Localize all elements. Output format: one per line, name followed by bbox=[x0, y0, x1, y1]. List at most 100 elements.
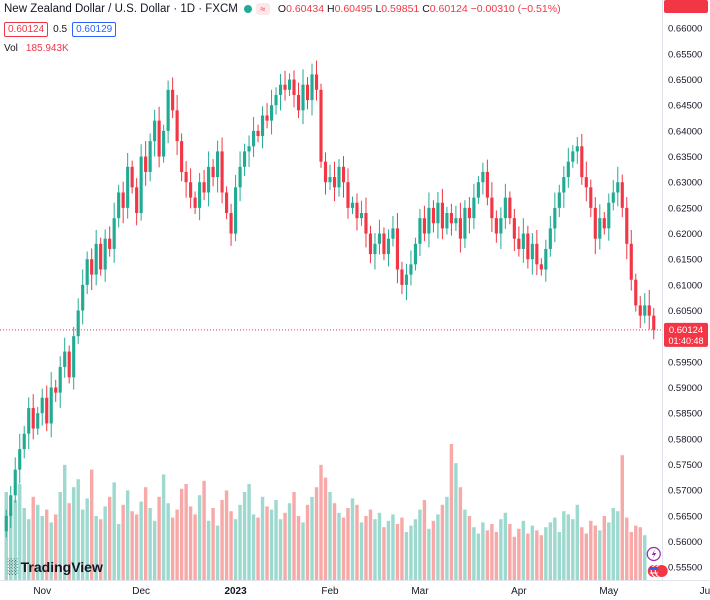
time-tick-label: May bbox=[599, 586, 618, 597]
time-axis[interactable]: Nov Dec 2023 Feb Mar Apr May Jun bbox=[0, 580, 710, 598]
alert-icon[interactable]: ≈ bbox=[255, 3, 270, 15]
sell-price-button[interactable]: 0.60124 bbox=[4, 22, 49, 37]
candle-body bbox=[602, 218, 606, 229]
candle-body bbox=[260, 115, 265, 137]
price-axis[interactable]: 0.55500 0.56000 0.56500 0.57000 0.57500 0.580… bbox=[662, 0, 703, 580]
candle-body bbox=[526, 233, 530, 260]
candle-body bbox=[530, 243, 534, 260]
volume-bar bbox=[112, 482, 116, 580]
candle-body bbox=[193, 197, 197, 208]
volume-bar bbox=[224, 490, 229, 580]
candle-body bbox=[413, 243, 418, 265]
ohlc-values: O0.60434 H0.60495 L0.59851 C0.60124 −0.0… bbox=[277, 3, 561, 15]
candle-body bbox=[512, 218, 516, 239]
volume-bar bbox=[422, 500, 427, 580]
volume-bar bbox=[449, 444, 454, 580]
volume-bar bbox=[9, 512, 13, 580]
candle-body bbox=[643, 305, 647, 316]
candle-body bbox=[45, 397, 49, 424]
volume-bar bbox=[274, 500, 278, 580]
time-tick-label: Jun bbox=[700, 586, 710, 597]
candle-body bbox=[566, 161, 570, 178]
flag-event-icon bbox=[654, 564, 669, 578]
price-tick-label: 0.61000 bbox=[668, 280, 702, 291]
volume-bar bbox=[373, 519, 377, 580]
volume-bar bbox=[427, 528, 431, 580]
candle-body bbox=[139, 156, 143, 214]
volume-bar bbox=[485, 530, 490, 580]
candle-body bbox=[350, 202, 355, 208]
price-tick-label: 0.64000 bbox=[668, 126, 702, 137]
candle-body bbox=[81, 284, 85, 311]
price-tick-label: 0.65500 bbox=[668, 49, 702, 60]
volume-bar bbox=[76, 479, 80, 580]
candle-body bbox=[153, 120, 157, 142]
candle-body bbox=[629, 243, 633, 280]
candle-body bbox=[485, 171, 489, 198]
time-tick-label: 2023 bbox=[224, 586, 247, 597]
volume-bar bbox=[269, 509, 274, 580]
volume-bar bbox=[548, 522, 553, 580]
volume-bar bbox=[283, 512, 287, 580]
volume-bar bbox=[305, 504, 310, 580]
volume-label[interactable]: Vol bbox=[4, 43, 18, 54]
volume-bar bbox=[166, 503, 170, 580]
price-tick-label: 0.57500 bbox=[668, 460, 702, 471]
tradingview-logo-icon: ░ bbox=[7, 558, 18, 575]
candle-body bbox=[409, 264, 413, 275]
volume-bar bbox=[382, 527, 386, 580]
volume-bar bbox=[476, 533, 481, 580]
volume-bar bbox=[179, 488, 184, 580]
volume-bar bbox=[45, 509, 49, 580]
price-tick-label: 0.57000 bbox=[668, 486, 702, 497]
price-tick-label: 0.62500 bbox=[668, 203, 702, 214]
symbol-title[interactable]: New Zealand Dollar / U.S. Dollar · 1D · … bbox=[4, 3, 238, 15]
volume-bar bbox=[643, 535, 647, 580]
volume-bar bbox=[404, 532, 409, 580]
candle-body bbox=[36, 413, 40, 429]
volume-bar bbox=[440, 504, 445, 580]
volume-bar bbox=[454, 463, 458, 580]
candle-body bbox=[13, 469, 17, 496]
volume-bar bbox=[553, 517, 557, 580]
candle-body bbox=[454, 218, 458, 224]
candle-body bbox=[548, 228, 552, 249]
candle-body bbox=[314, 74, 319, 90]
candle-body bbox=[202, 182, 206, 193]
volume-bar bbox=[310, 496, 314, 580]
volume-bar bbox=[413, 519, 418, 580]
candle-body bbox=[278, 84, 283, 95]
candle-body bbox=[503, 197, 507, 219]
volume-bar bbox=[526, 533, 530, 580]
volume-bar bbox=[494, 532, 499, 580]
volume-bar bbox=[107, 496, 112, 580]
candle-body bbox=[256, 130, 260, 137]
price-tick-label: 0.65000 bbox=[668, 75, 702, 86]
volume-bar bbox=[499, 519, 503, 580]
volume-bar bbox=[458, 487, 463, 580]
tradingview-logo[interactable]: ░ TradingView bbox=[7, 558, 103, 575]
candle-body bbox=[422, 218, 427, 234]
volume-bar bbox=[616, 511, 620, 580]
symbol-legend: New Zealand Dollar / U.S. Dollar · 1D · … bbox=[4, 3, 561, 15]
candle-body bbox=[494, 218, 498, 234]
volume-bar bbox=[607, 522, 611, 580]
volume-bar bbox=[260, 496, 265, 580]
volume-bar bbox=[188, 506, 193, 580]
volume-bar bbox=[152, 520, 157, 580]
volume-bar bbox=[161, 474, 166, 580]
candle-body bbox=[373, 243, 377, 255]
volume-bar bbox=[121, 504, 125, 580]
buy-price-button[interactable]: 0.60129 bbox=[72, 22, 117, 37]
volume-bar bbox=[62, 464, 67, 580]
volume-bar bbox=[215, 525, 220, 580]
candle-body bbox=[418, 218, 422, 244]
volume-bar bbox=[386, 520, 391, 580]
candle-body bbox=[449, 213, 453, 224]
candle-body bbox=[135, 187, 139, 214]
volume-bar bbox=[431, 520, 436, 580]
candle-body bbox=[40, 397, 44, 414]
candle-body bbox=[103, 238, 107, 270]
volume-bar bbox=[368, 509, 373, 580]
